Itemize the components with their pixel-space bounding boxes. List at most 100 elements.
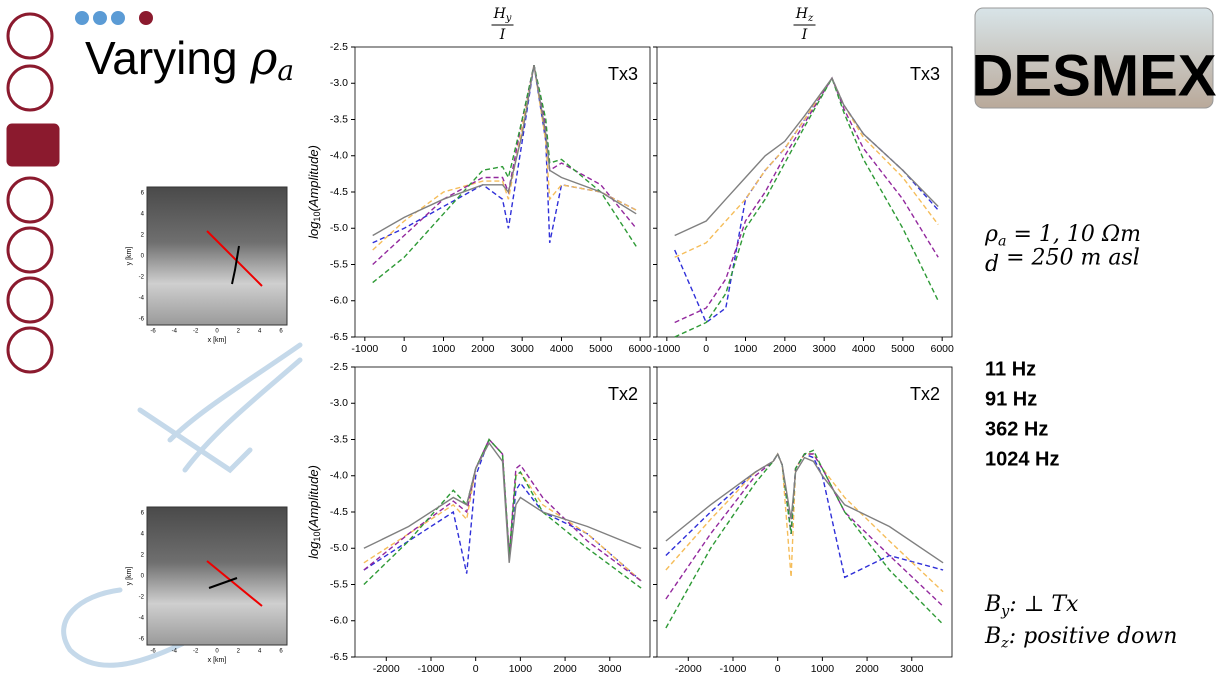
map-y-tick: -2 [139, 595, 145, 601]
x-tick-label: 0 [473, 663, 479, 675]
map-x-tick: 2 [237, 329, 241, 335]
map-y-tick: 4 [141, 212, 145, 218]
x-tick-label: 0 [401, 343, 407, 355]
nav-icons [6, 12, 60, 374]
symbol: B [984, 592, 1001, 617]
y-tick-label: -3.0 [330, 397, 348, 409]
map-x-tick: 2 [237, 649, 241, 655]
ylabel-subscript: 10 [312, 532, 322, 542]
map-y-label: y [km] [126, 247, 133, 266]
x-tick-label: 4000 [852, 343, 876, 355]
legend-entry: 362 Hz [985, 418, 1048, 440]
x-tick-label: -1000 [720, 663, 747, 675]
math-text: By: ⊥ Tx [984, 592, 1079, 620]
plot-frame [354, 46, 651, 338]
x-tick-label: 3000 [598, 663, 622, 675]
map-x-tick: 0 [215, 329, 219, 335]
series-line [665, 452, 944, 564]
decoration [61, 342, 303, 668]
map-x-tick: -6 [150, 649, 156, 655]
x-tick-label: 2000 [471, 343, 495, 355]
y-tick-label: -5.5 [330, 258, 348, 270]
map-x-tick: -6 [150, 329, 156, 335]
x-tick-label: 1000 [432, 343, 456, 355]
map-x-label: x [km] [208, 337, 227, 344]
track-line [208, 577, 238, 589]
rest: = 1, 10 Ωm [1006, 222, 1141, 247]
slide-title: Varying ρa [85, 31, 294, 87]
plot-frame [656, 46, 953, 338]
x-tick-label: -1000 [418, 663, 445, 675]
series-line [674, 76, 939, 324]
series-line [372, 64, 637, 251]
x-tick-label: -1000 [653, 343, 680, 355]
x-tick-label: -2000 [675, 663, 702, 675]
map-y-tick: -2 [139, 275, 145, 281]
annotation: Tx3 [608, 64, 638, 84]
y-tick-label: -3.5 [330, 113, 348, 125]
series-line [363, 438, 642, 582]
map-x-tick: 4 [258, 329, 262, 335]
symbol: ρ [984, 222, 998, 247]
chart-title: Hy [493, 6, 512, 24]
annotation: Tx3 [910, 64, 940, 84]
map-x-tick: 0 [215, 649, 219, 655]
y-tick-label: -3.0 [330, 77, 348, 89]
x-tick-label: -1000 [351, 343, 378, 355]
map-image [146, 186, 288, 326]
math-text: ρa = 1, 10 Ωm [984, 222, 1141, 250]
profile-line [206, 560, 263, 607]
y-tick-label: -5.0 [330, 542, 348, 554]
annotation: Tx2 [608, 384, 638, 404]
y-axis-label: log10(Amplitude) [306, 145, 322, 239]
legend-entry: 11 Hz [985, 358, 1036, 380]
title-numerator: H [795, 6, 809, 22]
map-y-tick: 4 [141, 532, 145, 538]
x-tick-label: 3000 [812, 343, 836, 355]
title-denominator: I [801, 27, 808, 43]
map-x-tick: -4 [172, 329, 178, 335]
title-denominator: I [499, 27, 506, 43]
series-line [372, 64, 637, 284]
map-y-label: y [km] [126, 567, 133, 586]
map-x-tick: 4 [258, 649, 262, 655]
x-tick-label: 1000 [509, 663, 533, 675]
map-y-tick: 6 [141, 191, 145, 197]
series-line [363, 438, 642, 582]
legend-entry: 91 Hz [985, 388, 1037, 410]
y-tick-label: -6.5 [330, 331, 348, 343]
rest: : positive down [1009, 624, 1178, 649]
y-tick-label: -3.5 [330, 433, 348, 445]
rest: : ⊥ Tx [1009, 592, 1079, 617]
y-tick-label: -4.0 [330, 150, 348, 162]
x-tick-label: 6000 [930, 343, 954, 355]
series-line [674, 76, 939, 237]
subscript: z [1000, 636, 1009, 652]
map-y-tick: 2 [141, 233, 145, 239]
ylabel-main: log [306, 221, 321, 239]
rest: = 250 m asl [999, 245, 1140, 270]
y-tick-label: -6.0 [330, 295, 348, 307]
y-tick-label: -5.5 [330, 578, 348, 590]
map-y-tick: -6 [139, 637, 145, 643]
x-tick-label: 3000 [900, 663, 924, 675]
y-tick-label: -4.5 [330, 186, 348, 198]
x-tick-label: 3000 [510, 343, 534, 355]
map-y-tick: -4 [139, 616, 145, 622]
x-tick-label: 1000 [811, 663, 835, 675]
math-text: d = 250 m asl [985, 245, 1140, 277]
symbol: B [984, 624, 1001, 649]
map-x-tick: 6 [279, 649, 283, 655]
map-y-tick: 2 [141, 553, 145, 559]
title-subscript: y [505, 13, 512, 24]
profile-line [206, 230, 263, 287]
y-tick-label: -2.5 [330, 361, 348, 373]
map-y-tick: 6 [141, 511, 145, 517]
legend-entry: 1024 Hz [985, 448, 1060, 470]
title-numerator: H [493, 6, 507, 22]
series-line [372, 64, 637, 237]
map-x-label: x [km] [208, 657, 227, 664]
logo-text: DESMEX [972, 43, 1217, 108]
annotation: Tx2 [910, 384, 940, 404]
